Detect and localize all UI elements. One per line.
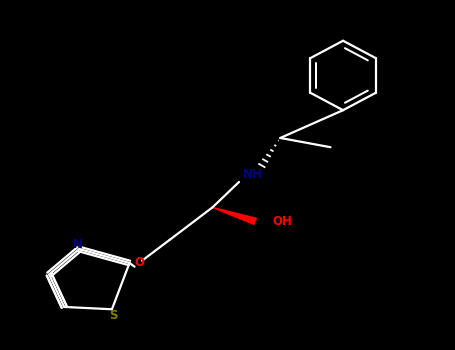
Text: O: O <box>135 257 145 270</box>
Text: NH: NH <box>243 168 263 182</box>
Text: N: N <box>73 238 83 251</box>
Text: S: S <box>109 309 117 322</box>
Polygon shape <box>212 208 256 224</box>
Text: OH: OH <box>273 215 293 228</box>
